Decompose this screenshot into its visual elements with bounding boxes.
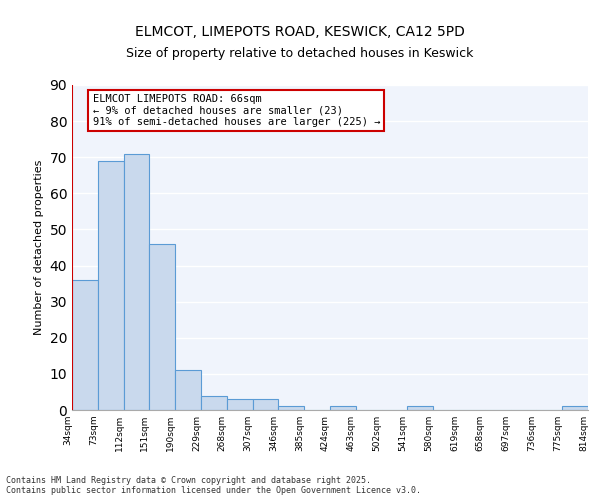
Bar <box>278 406 304 410</box>
Bar <box>175 370 201 410</box>
Bar <box>149 244 175 410</box>
Text: Contains HM Land Registry data © Crown copyright and database right 2025.
Contai: Contains HM Land Registry data © Crown c… <box>6 476 421 495</box>
Bar <box>98 161 124 410</box>
Bar <box>407 406 433 410</box>
Bar <box>124 154 149 410</box>
Bar <box>201 396 227 410</box>
Y-axis label: Number of detached properties: Number of detached properties <box>34 160 44 335</box>
Bar <box>330 406 356 410</box>
Text: Size of property relative to detached houses in Keswick: Size of property relative to detached ho… <box>127 48 473 60</box>
Text: ELMCOT LIMEPOTS ROAD: 66sqm
← 9% of detached houses are smaller (23)
91% of semi: ELMCOT LIMEPOTS ROAD: 66sqm ← 9% of deta… <box>92 94 380 127</box>
Bar <box>253 399 278 410</box>
Bar <box>72 280 98 410</box>
Bar <box>562 406 588 410</box>
Text: ELMCOT, LIMEPOTS ROAD, KESWICK, CA12 5PD: ELMCOT, LIMEPOTS ROAD, KESWICK, CA12 5PD <box>135 25 465 39</box>
Bar <box>227 399 253 410</box>
